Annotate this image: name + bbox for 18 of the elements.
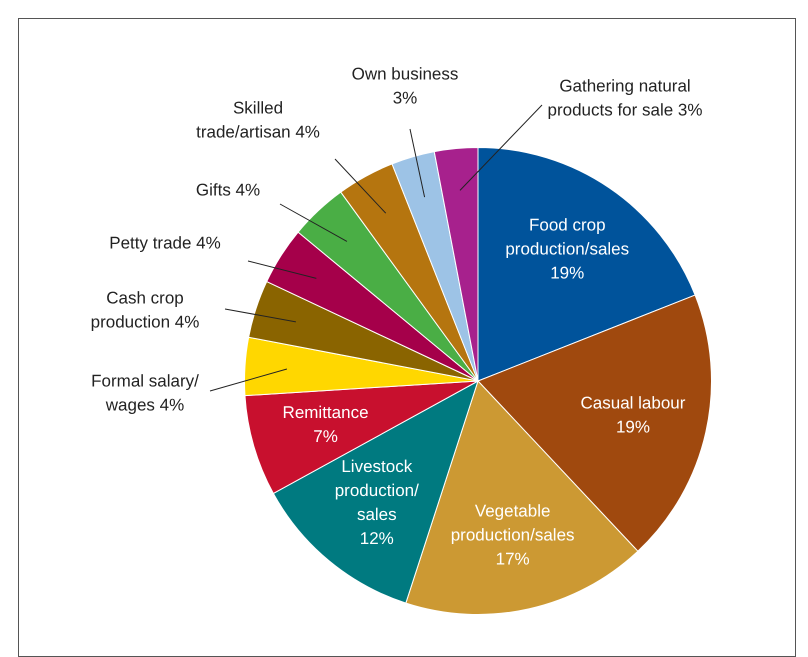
data-label: 19% bbox=[616, 417, 650, 436]
slice-label: Formal salary/ wages 4% bbox=[91, 372, 200, 415]
slice-label: Gathering natural products for sale 3% bbox=[548, 76, 702, 120]
slice-label: Food crop production/sales bbox=[505, 215, 630, 258]
data-label: 19% bbox=[550, 263, 584, 282]
data-label: 3% bbox=[392, 88, 418, 108]
data-label: 12% bbox=[360, 529, 394, 548]
slice-label: Casual labour bbox=[580, 393, 686, 412]
slice-label: Cash crop production 4% bbox=[90, 288, 200, 332]
slice-label: Remittance bbox=[282, 402, 369, 422]
data-label: 17% bbox=[496, 550, 530, 569]
slice-label: Petty trade 4% bbox=[109, 234, 221, 253]
data-label: 7% bbox=[313, 426, 338, 446]
slice-label: Vegetable production/sales bbox=[450, 502, 575, 545]
slice-label: Livestock production/ sales bbox=[334, 457, 420, 524]
slice-label: Own business bbox=[352, 64, 458, 84]
slice-label: Gifts 4% bbox=[196, 180, 260, 200]
slice-label: Skilled trade/artisan 4% bbox=[196, 98, 320, 142]
